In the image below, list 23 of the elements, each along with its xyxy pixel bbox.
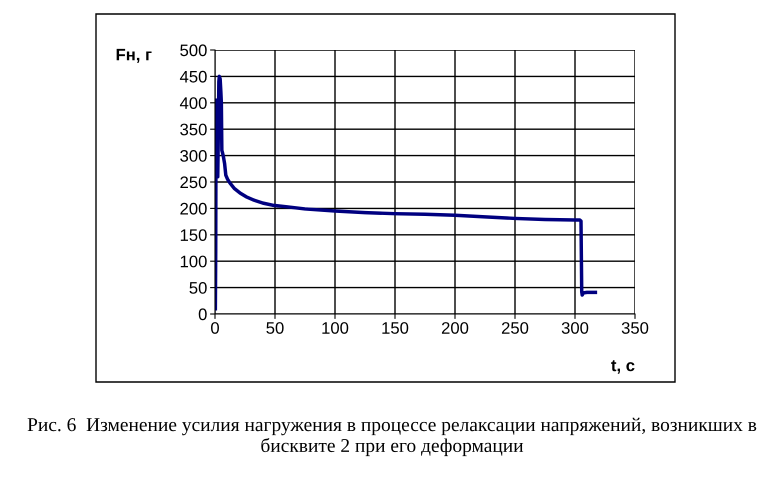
y-tick-label: 100 <box>180 256 207 268</box>
x-tick-label: 200 <box>442 322 468 334</box>
y-tick-label: 500 <box>180 44 207 56</box>
y-tick-label: 400 <box>180 97 207 110</box>
y-tick-label: 300 <box>180 150 207 162</box>
x-tick-label: 150 <box>382 322 408 334</box>
x-tick-label: 50 <box>266 322 284 334</box>
x-tick-label: 350 <box>622 322 648 334</box>
y-tick-label: 350 <box>180 124 207 136</box>
y-tick-label: 200 <box>180 202 207 215</box>
line-series <box>215 74 598 310</box>
y-tick-label: 50 <box>189 282 207 294</box>
y-tick-label: 450 <box>180 70 207 83</box>
x-tick-label: 300 <box>562 322 588 334</box>
x-tick-label: 100 <box>322 322 348 334</box>
y-axis-title: Fн, г <box>116 48 152 63</box>
x-axis-title: t, с <box>611 360 635 374</box>
x-tick-label: 0 <box>211 322 219 334</box>
y-tick-label: 250 <box>180 176 207 188</box>
y-tick-label: 150 <box>180 229 207 242</box>
text: Рис. 6 Изменение усилия нагружения в процессе релаксации напряжений, возникших в бисквите 2 при его деформации <box>28 418 756 456</box>
y-tick-label: 0 <box>198 308 207 320</box>
x-tick-label: 250 <box>502 322 528 334</box>
